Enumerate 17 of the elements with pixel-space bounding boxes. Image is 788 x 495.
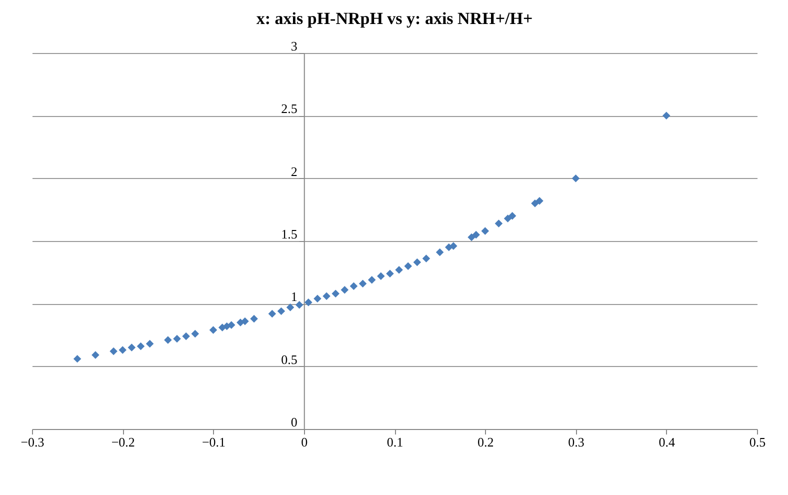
chart-title: x: axis pH-NRpH vs y: axis NRH+/H+ bbox=[256, 9, 533, 28]
y-tick-label: 3 bbox=[290, 38, 298, 54]
x-tick-label: −0.2 bbox=[111, 434, 135, 450]
y-tick-label: 0 bbox=[290, 414, 298, 430]
y-tick-label: 1.5 bbox=[281, 226, 298, 242]
x-tick-label: 0 bbox=[301, 434, 308, 450]
y-tick-label: 0.5 bbox=[281, 352, 298, 367]
x-tick-label: 0.1 bbox=[386, 434, 404, 450]
x-tick-label: 0.2 bbox=[478, 434, 494, 450]
x-tick-label: −0.3 bbox=[20, 434, 44, 450]
y-tick-label: 1 bbox=[290, 289, 298, 304]
x-tick-label: −0.1 bbox=[202, 434, 226, 450]
y-tick-label: 2 bbox=[290, 164, 298, 179]
y-tick-label: 2.5 bbox=[281, 101, 298, 116]
x-tick-label: 0.5 bbox=[749, 434, 766, 450]
x-tick-label: 0.3 bbox=[568, 434, 584, 450]
x-tick-label: 0.4 bbox=[658, 434, 676, 450]
